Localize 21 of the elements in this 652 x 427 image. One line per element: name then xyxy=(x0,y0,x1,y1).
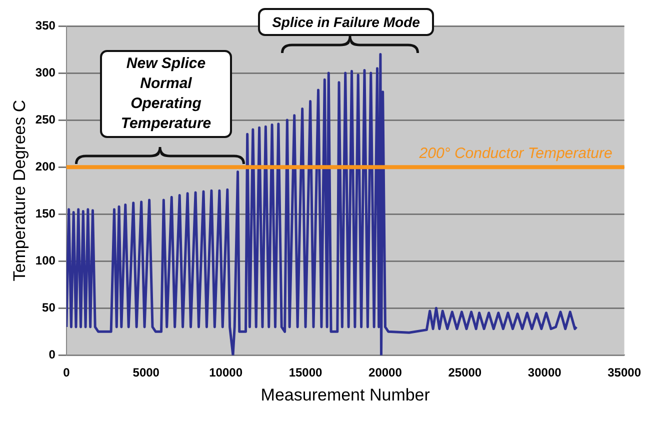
y-tick-label: 250 xyxy=(35,112,56,126)
x-tick-label: 10000 xyxy=(209,366,243,380)
x-tick-label: 25000 xyxy=(448,366,482,380)
x-tick-label: 20000 xyxy=(368,366,402,380)
y-tick-label: 100 xyxy=(35,253,56,268)
x-tick-label: 0 xyxy=(63,366,70,380)
annotation: Splice in Failure Mode xyxy=(258,8,434,36)
x-tick-label: 30000 xyxy=(528,366,562,380)
y-tick-label: 200 xyxy=(35,159,56,174)
y-axis-title: Temperature Degrees C xyxy=(10,100,29,282)
x-tick-label: 5000 xyxy=(132,366,160,380)
ref-line-label: 200° Conductor Temperature xyxy=(418,144,612,162)
y-tick-label: 0 xyxy=(48,348,56,362)
y-tick-label: 300 xyxy=(35,65,56,80)
y-tick-label: 150 xyxy=(35,206,56,220)
x-tick-label: 35000 xyxy=(608,366,642,380)
annotation: New Splice Normal Operating Temperature xyxy=(100,50,232,138)
x-tick-label: 15000 xyxy=(288,366,323,380)
y-tick-label: 350 xyxy=(35,18,56,32)
y-tick-label: 50 xyxy=(42,300,56,314)
x-axis-title: Measurement Number xyxy=(260,385,430,404)
